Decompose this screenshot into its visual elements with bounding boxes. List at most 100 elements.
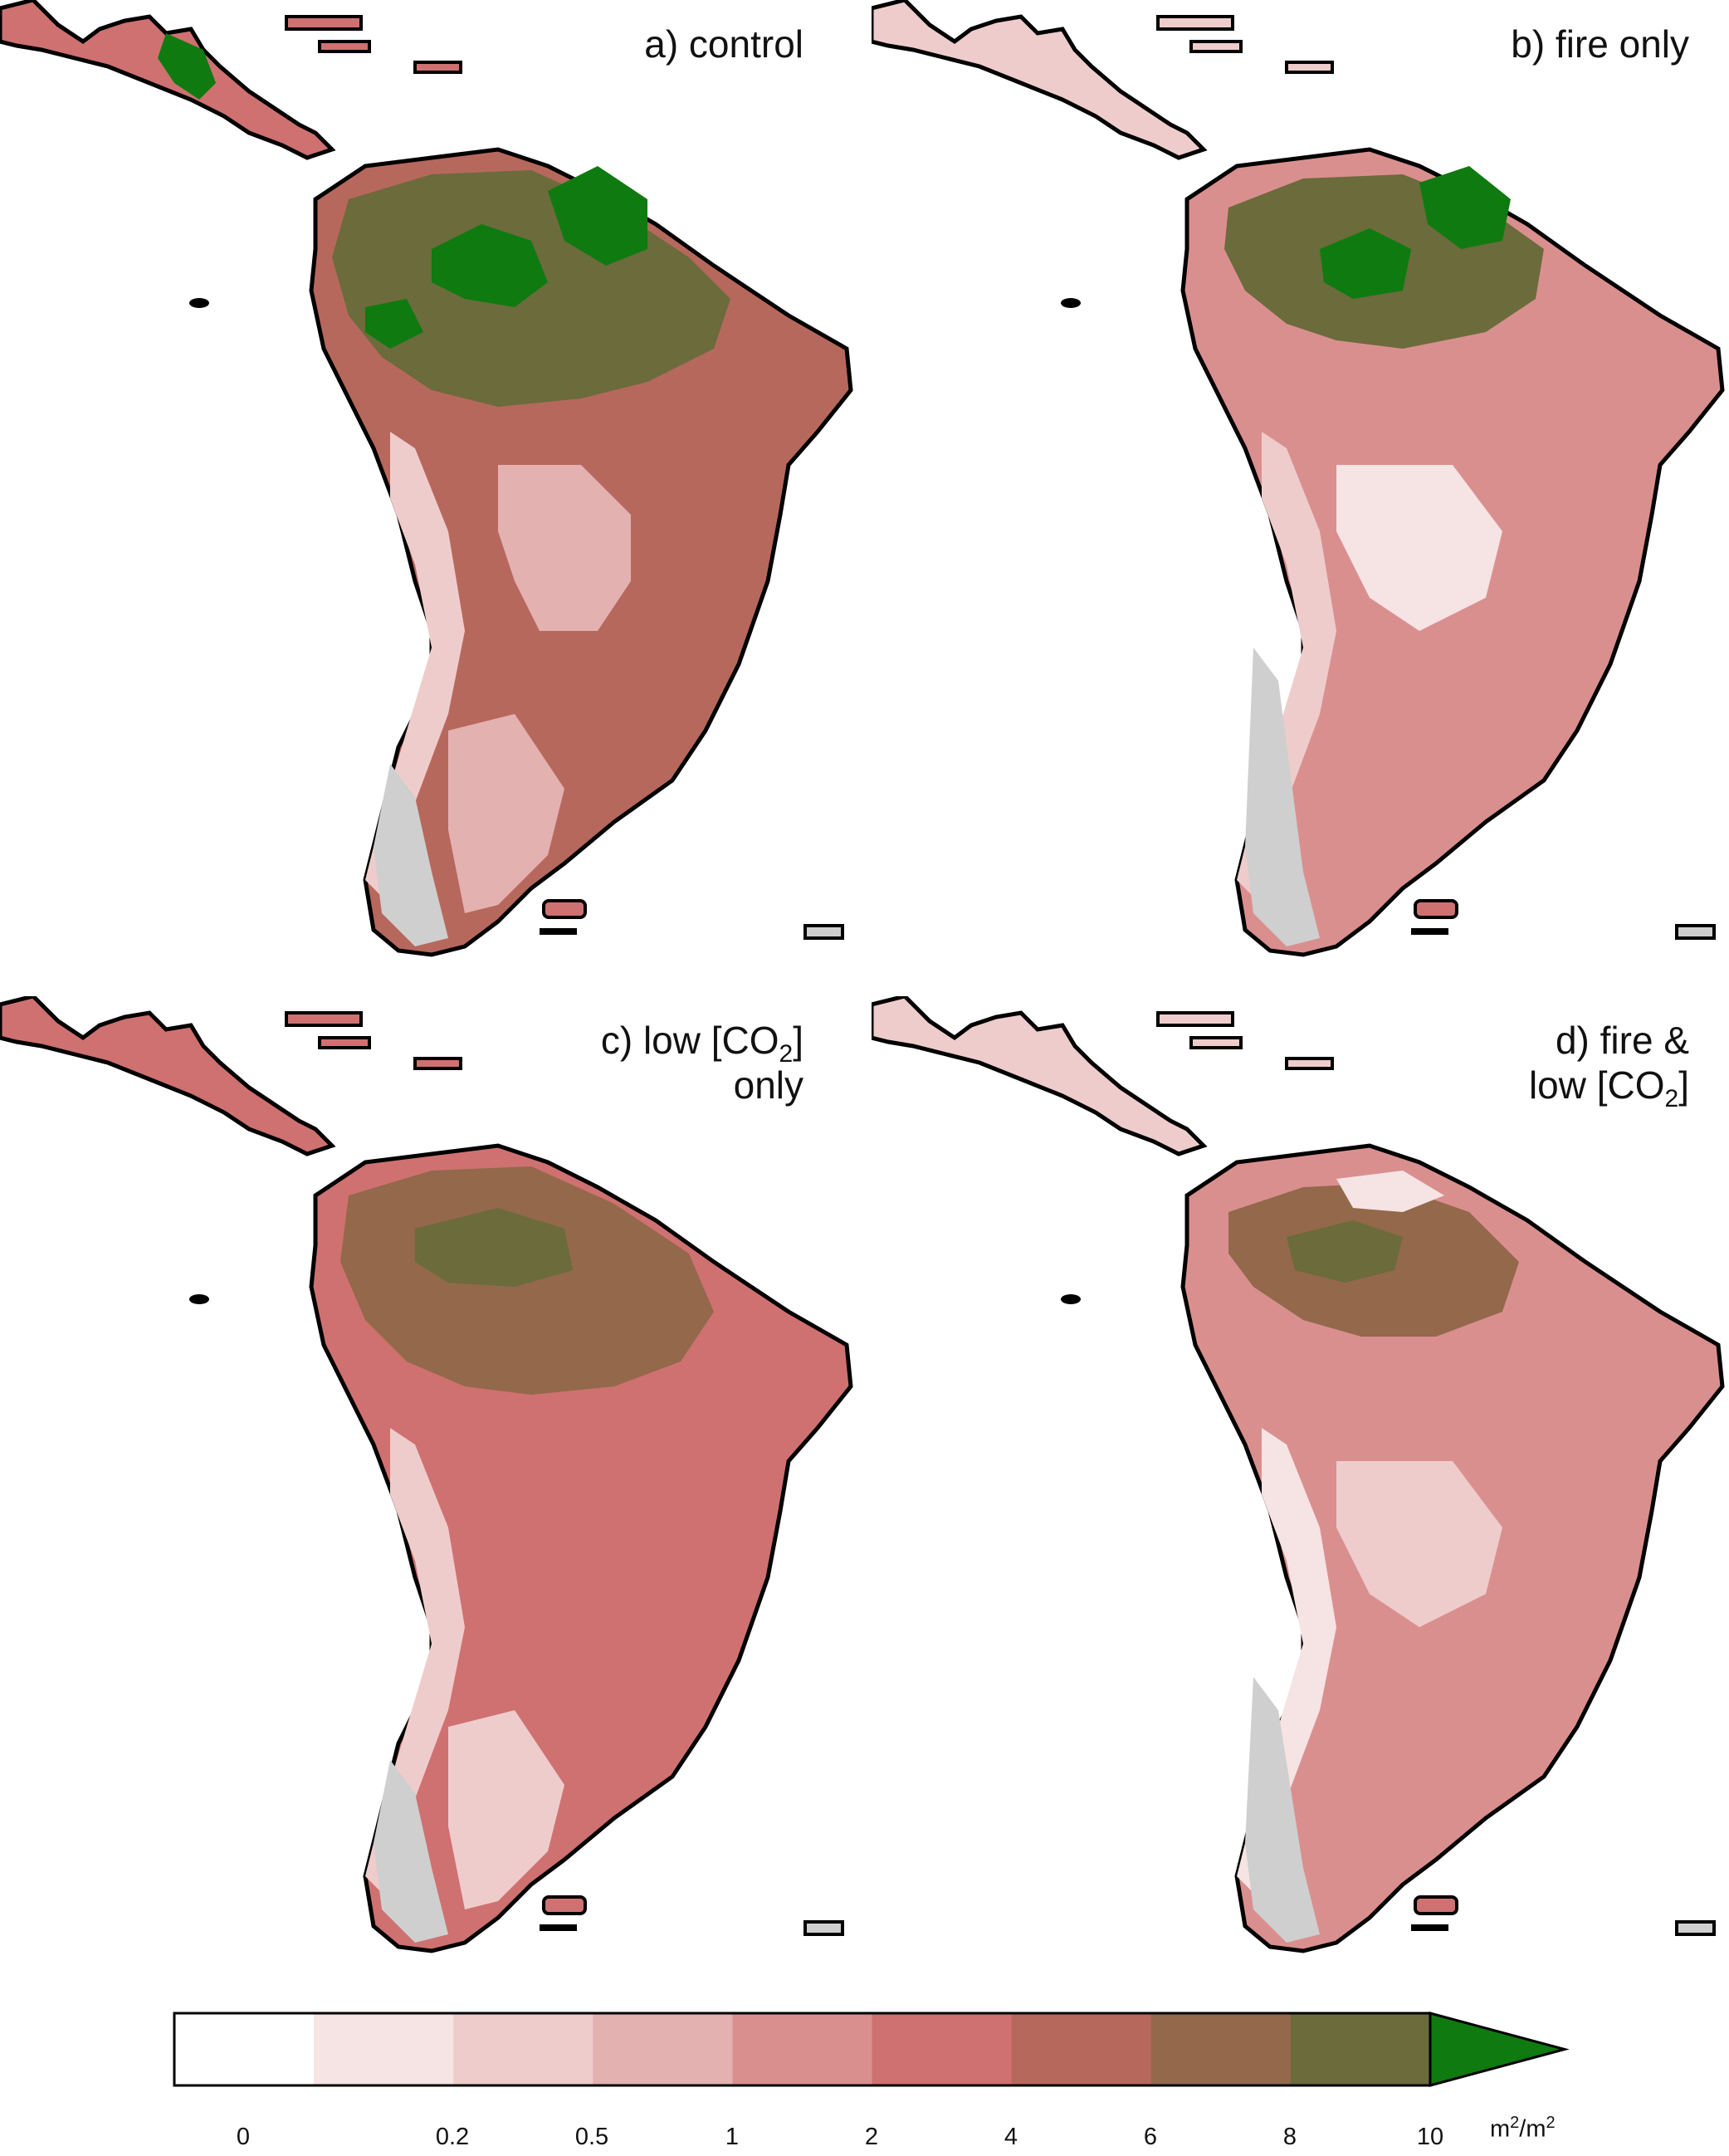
title-text: c) low [CO <box>600 1019 779 1062</box>
amazon-forest-core <box>1320 166 1511 299</box>
panel-title-fire-and-low-co2: d) fire & low [CO2] <box>1528 1018 1689 1112</box>
andes-strip <box>365 432 465 897</box>
colorbar-cell <box>174 2013 315 2085</box>
colorbar-cell <box>593 2013 733 2085</box>
north-savanna <box>1336 1171 1444 1212</box>
unit-exponent: 2 <box>1510 2114 1520 2132</box>
panel-title-line-2: only <box>733 1063 803 1107</box>
island <box>1411 1924 1448 1931</box>
colorbar <box>173 2012 1570 2087</box>
islands <box>189 1011 844 1936</box>
island <box>285 15 363 31</box>
amazon-core <box>1287 1220 1403 1283</box>
island <box>803 1920 844 1936</box>
island <box>542 899 587 919</box>
title-text: ] <box>1678 1063 1689 1107</box>
land-masses <box>872 996 1725 1953</box>
island <box>540 1924 577 1931</box>
island <box>542 1895 587 1915</box>
island <box>1061 298 1081 308</box>
colorbar-tick-label: 1 <box>725 2124 740 2150</box>
colorbar-cell <box>1150 2013 1292 2085</box>
island <box>1189 1036 1243 1049</box>
island <box>1061 1294 1081 1304</box>
unit-base: m <box>1490 2115 1511 2143</box>
island <box>318 1036 371 1049</box>
island <box>189 1294 209 1304</box>
colorbar-unit: m2/m2 <box>1490 2114 1556 2144</box>
islands <box>1061 1011 1716 1936</box>
patagonia-ice <box>1245 648 1320 946</box>
island <box>1414 1895 1458 1915</box>
central-america <box>872 996 1208 1156</box>
panel-title-line-1: d) fire & <box>1555 1019 1689 1062</box>
map-fire-only <box>872 0 1725 957</box>
land-masses <box>0 0 853 957</box>
colorbar-cell <box>1011 2013 1152 2085</box>
title-text: low [CO <box>1528 1063 1665 1107</box>
land-masses <box>0 996 853 1953</box>
colorbar-legend: 0 0.2 0.5 1 2 4 6 8 10 m2/m2 <box>0 1992 1729 2156</box>
island <box>1414 899 1458 919</box>
amazon-core <box>415 1208 573 1287</box>
map-panel-fire-and-low-co2: d) fire & low [CO2] <box>872 996 1727 1976</box>
island <box>1156 15 1234 31</box>
island <box>1156 1011 1234 1027</box>
map-fire-and-low-co2 <box>872 996 1725 1953</box>
andes-strip <box>1237 432 1336 897</box>
map-low-co2-only <box>0 996 853 1953</box>
map-panel-control: a) control <box>0 0 855 980</box>
island <box>1675 1920 1716 1936</box>
islands <box>189 15 844 940</box>
island <box>285 1011 363 1027</box>
island <box>413 1057 462 1070</box>
colorbar-cell <box>732 2013 873 2085</box>
map-control <box>0 0 853 957</box>
andes-strip <box>1237 1428 1336 1893</box>
patagonia-steppe <box>448 1710 564 1909</box>
southern-dry-zone <box>498 465 631 631</box>
title-subscript: 2 <box>1664 1085 1679 1113</box>
colorbar-tick-label: 8 <box>1282 2124 1297 2150</box>
patagonia-ice <box>374 1760 448 1943</box>
panel-title-line: b) fire only <box>1511 22 1689 66</box>
andes-strip <box>365 1428 465 1893</box>
island <box>1411 928 1448 935</box>
panel-title-fire-only: b) fire only <box>1511 22 1689 66</box>
island <box>413 61 462 74</box>
island <box>1189 40 1243 53</box>
colorbar-tick-label: 10 <box>1416 2124 1444 2150</box>
colorbar-cell <box>1290 2013 1431 2085</box>
colorbar-tick-label: 0 <box>236 2124 251 2150</box>
patagonia-ice <box>1245 1677 1320 1943</box>
colorbar-tick-label: 2 <box>864 2124 879 2150</box>
land-masses <box>872 0 1725 957</box>
map-panel-low-co2-only: c) low [CO2] only <box>0 996 855 1976</box>
patagonia-steppe <box>448 714 564 913</box>
island <box>803 924 844 940</box>
panel-title-control: a) control <box>644 22 803 66</box>
title-text: ] <box>793 1019 803 1062</box>
central-america <box>0 0 336 160</box>
central-america <box>872 0 1208 160</box>
colorbar-tick-label: 0.5 <box>574 2124 609 2150</box>
colorbar-cell <box>872 2013 1013 2085</box>
panel-title-line-2: low [CO2] <box>1528 1063 1689 1112</box>
colorbar-tick-label: 0.2 <box>435 2124 470 2150</box>
colorbar-frame <box>173 2012 1432 2087</box>
colorbar-tick-label: 6 <box>1143 2124 1158 2150</box>
island <box>1675 924 1716 940</box>
unit-separator: /m <box>1519 2115 1546 2143</box>
central-america <box>0 996 336 1156</box>
central-savanna <box>1336 465 1502 631</box>
panel-title-line: a) control <box>644 22 803 66</box>
amazon-forest-core <box>365 166 647 349</box>
island <box>540 928 577 935</box>
colorbar-cell <box>314 2013 454 2085</box>
title-subscript: 2 <box>779 1040 794 1068</box>
colorbar-cells <box>174 2013 1431 2085</box>
island <box>1285 1057 1334 1070</box>
colorbar-tick-label: 4 <box>1004 2124 1018 2150</box>
central-america-forest <box>158 33 216 100</box>
map-panel-fire-only: b) fire only <box>872 0 1727 980</box>
